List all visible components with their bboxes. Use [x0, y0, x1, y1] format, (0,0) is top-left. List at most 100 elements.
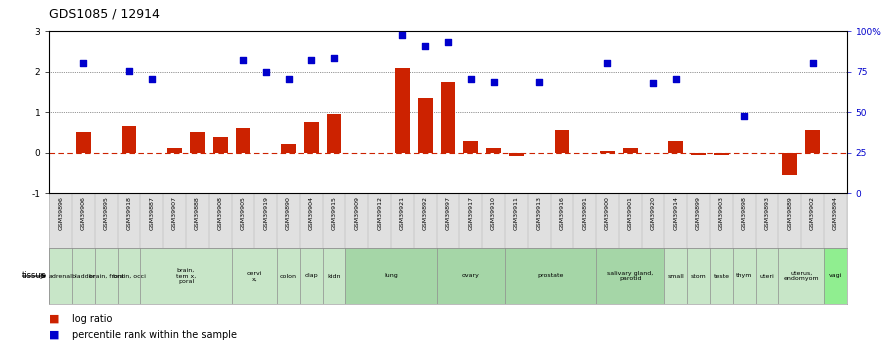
Point: [600, 60, 615, 66]
Bar: [95, 248, 117, 304]
Bar: [779, 248, 824, 304]
Bar: [623, 148, 638, 152]
Text: percentile rank within the sample: percentile rank within the sample: [72, 330, 237, 339]
Text: GSM39901: GSM39901: [628, 196, 633, 230]
Bar: [76, 131, 90, 152]
Text: GSM39896: GSM39896: [58, 196, 64, 230]
Text: GSM39895: GSM39895: [104, 196, 108, 230]
Point: [441, 40, 455, 45]
Text: cervi
x,: cervi x,: [246, 270, 263, 282]
Bar: [122, 126, 136, 152]
Point: [487, 79, 501, 85]
Text: uteri: uteri: [760, 274, 774, 278]
Point: [418, 44, 433, 49]
Text: bladder: bladder: [72, 274, 96, 278]
Text: ovary: ovary: [461, 274, 479, 278]
Bar: [509, 152, 524, 156]
Point: [304, 58, 318, 63]
Text: ■: ■: [49, 314, 60, 324]
Text: small: small: [668, 274, 685, 278]
Text: GSM39913: GSM39913: [537, 196, 542, 230]
Point: [327, 56, 341, 61]
Text: GSM39892: GSM39892: [423, 196, 427, 230]
Bar: [395, 68, 409, 152]
Text: brain, front: brain, front: [89, 274, 124, 278]
Text: GSM39903: GSM39903: [719, 196, 724, 230]
Bar: [600, 151, 615, 152]
Bar: [463, 140, 478, 152]
Text: stom: stom: [691, 274, 707, 278]
Text: GSM39919: GSM39919: [263, 196, 268, 230]
Point: [259, 70, 273, 75]
Text: prostate: prostate: [538, 274, 564, 278]
Bar: [806, 130, 820, 152]
Bar: [418, 98, 433, 152]
Text: GSM39900: GSM39900: [605, 196, 610, 230]
Text: GSM39920: GSM39920: [650, 196, 656, 230]
Text: GSM39889: GSM39889: [788, 196, 792, 230]
Bar: [117, 248, 141, 304]
Text: kidn: kidn: [327, 274, 340, 278]
Point: [737, 114, 752, 119]
Point: [463, 76, 478, 82]
Bar: [710, 248, 733, 304]
Bar: [668, 141, 684, 152]
Text: GSM39912: GSM39912: [377, 196, 383, 230]
Text: lung: lung: [384, 274, 398, 278]
Text: GSM39906: GSM39906: [81, 196, 86, 230]
Point: [395, 32, 409, 38]
Text: GSM39902: GSM39902: [810, 196, 815, 230]
Bar: [687, 248, 710, 304]
Bar: [436, 248, 505, 304]
Bar: [212, 137, 228, 152]
Bar: [300, 248, 323, 304]
Text: GSM39916: GSM39916: [559, 196, 564, 230]
Bar: [277, 248, 300, 304]
Text: salivary gland,
parotid: salivary gland, parotid: [607, 270, 653, 282]
Point: [122, 68, 136, 73]
Bar: [691, 152, 706, 155]
Text: GSM39888: GSM39888: [194, 196, 200, 230]
Text: GSM39905: GSM39905: [240, 196, 246, 230]
Bar: [441, 82, 455, 152]
Text: GSM39908: GSM39908: [218, 196, 223, 230]
Bar: [505, 248, 596, 304]
Bar: [72, 248, 95, 304]
Text: GSM39914: GSM39914: [673, 196, 678, 230]
Bar: [141, 248, 231, 304]
Bar: [346, 248, 436, 304]
Point: [144, 76, 159, 82]
Text: GSM39909: GSM39909: [354, 196, 359, 230]
Text: tissue: tissue: [22, 272, 47, 280]
Bar: [327, 114, 341, 152]
Bar: [824, 248, 847, 304]
Text: adrenal: adrenal: [48, 274, 73, 278]
Text: brain,
tem x,
poral: brain, tem x, poral: [176, 268, 196, 284]
Text: GSM39898: GSM39898: [742, 196, 746, 230]
Bar: [714, 152, 728, 155]
Text: GDS1085 / 12914: GDS1085 / 12914: [49, 8, 160, 21]
Bar: [168, 148, 182, 152]
Text: GSM39907: GSM39907: [172, 196, 177, 230]
Bar: [304, 122, 319, 152]
Bar: [782, 152, 797, 175]
Text: GSM39897: GSM39897: [445, 196, 451, 230]
Text: teste: teste: [713, 274, 729, 278]
Text: GSM39921: GSM39921: [400, 196, 405, 230]
Text: log ratio: log ratio: [72, 314, 112, 324]
Text: thym: thym: [736, 274, 753, 278]
Text: GSM39890: GSM39890: [286, 196, 291, 230]
Text: GSM39891: GSM39891: [582, 196, 587, 230]
Bar: [281, 144, 296, 152]
Text: GSM39915: GSM39915: [332, 196, 337, 230]
Bar: [596, 248, 665, 304]
Point: [532, 79, 547, 85]
Text: GSM39917: GSM39917: [469, 196, 473, 230]
Bar: [487, 148, 501, 152]
Text: vagi: vagi: [829, 274, 842, 278]
Bar: [323, 248, 346, 304]
Text: GSM39910: GSM39910: [491, 196, 496, 230]
Bar: [231, 248, 277, 304]
Point: [236, 58, 250, 63]
Text: GSM39918: GSM39918: [126, 196, 132, 230]
